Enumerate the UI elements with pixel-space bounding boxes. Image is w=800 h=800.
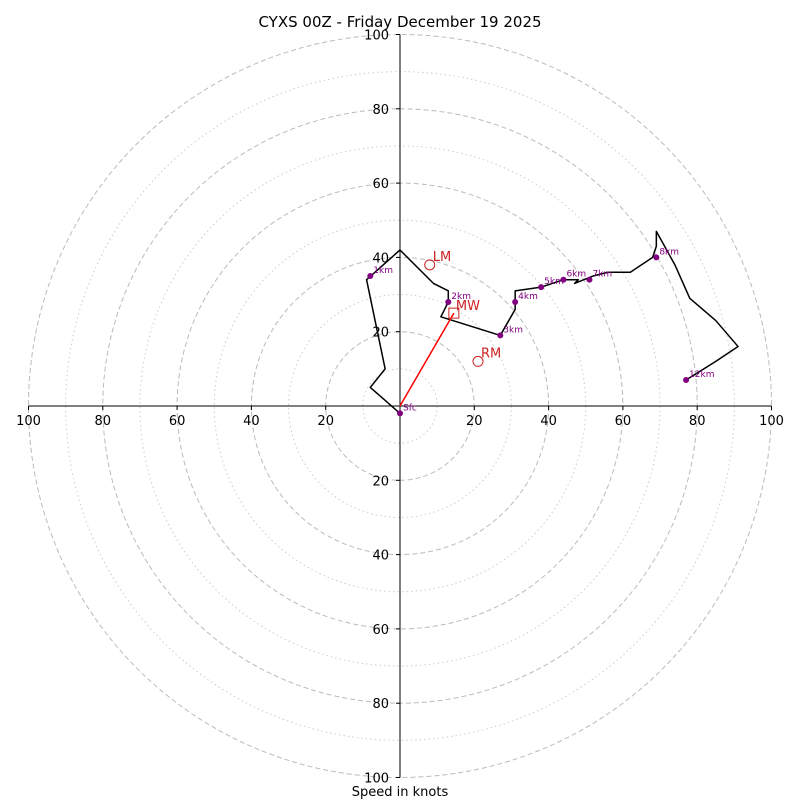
x-tick-label: 20 [466, 414, 483, 429]
x-tick-label: 40 [540, 414, 557, 429]
height-marker-2km [445, 298, 452, 305]
height-marker-3km [497, 332, 504, 339]
x-tick-label: 40 [243, 414, 260, 429]
height-label-5km: 5km [544, 277, 564, 287]
y-tick-label: 40 [372, 251, 389, 266]
height-marker-4km [512, 298, 519, 305]
height-label-3km: 3km [503, 325, 523, 335]
y-tick-label: 80 [372, 697, 389, 712]
x-tick-label: 100 [759, 414, 784, 429]
y-tick-label: 60 [372, 177, 389, 192]
height-marker-5km [538, 284, 545, 291]
y-tick-label: 20 [372, 326, 389, 341]
height-label-6km: 6km [566, 270, 586, 280]
rm-label: RM [481, 346, 501, 361]
height-marker-1km [367, 272, 374, 279]
lm-label: LM [433, 250, 451, 265]
height-marker-8km [653, 254, 660, 261]
tick-labels: 100 100 80 80 60 60 40 40 20 20 20 20 40 40 60 60 80 80 10… [16, 29, 784, 787]
y-tick-label: 80 [372, 103, 389, 118]
height-marker-6km [560, 276, 567, 283]
height-label-12km: 12km [689, 370, 714, 380]
mw-marker [448, 307, 460, 319]
hodograph-trace [365, 230, 739, 414]
mw-label: MW [456, 299, 480, 314]
x-tick-label: 80 [95, 414, 112, 429]
storm-motion-markers: LM RM MW [424, 250, 501, 367]
height-label-1km: 1km [373, 266, 393, 276]
x-tick-label: 60 [169, 414, 186, 429]
y-tick-label: 40 [372, 549, 389, 564]
height-marker-12km [683, 376, 690, 383]
x-axis-label: Speed in knots [352, 785, 449, 800]
mean-wind-vector [399, 312, 455, 407]
x-tick-label: 20 [317, 414, 334, 429]
mean-wind-vector-line [399, 312, 455, 407]
height-label-8km: 8km [659, 247, 679, 257]
x-tick-label: 60 [615, 414, 632, 429]
height-marker-7km [586, 276, 593, 283]
y-tick-label: 100 [364, 772, 389, 787]
x-tick-label: 100 [16, 414, 41, 429]
y-tick-label: 100 [364, 29, 389, 44]
lm-marker [424, 259, 436, 271]
height-label-2km: 2km [451, 292, 471, 302]
height-label-Sfc: Sfc [403, 403, 417, 413]
height-label-7km: 7km [592, 270, 612, 280]
rm-marker [472, 355, 484, 367]
chart-title: CYXS 00Z - Friday December 19 2025 [258, 13, 541, 31]
height-label-4km: 4km [518, 292, 538, 302]
height-marker-Sfc [397, 410, 403, 417]
hodograph-line [365, 230, 739, 414]
y-tick-label: 60 [372, 623, 389, 638]
y-tick-label: 20 [372, 474, 389, 489]
x-tick-label: 80 [689, 414, 706, 429]
